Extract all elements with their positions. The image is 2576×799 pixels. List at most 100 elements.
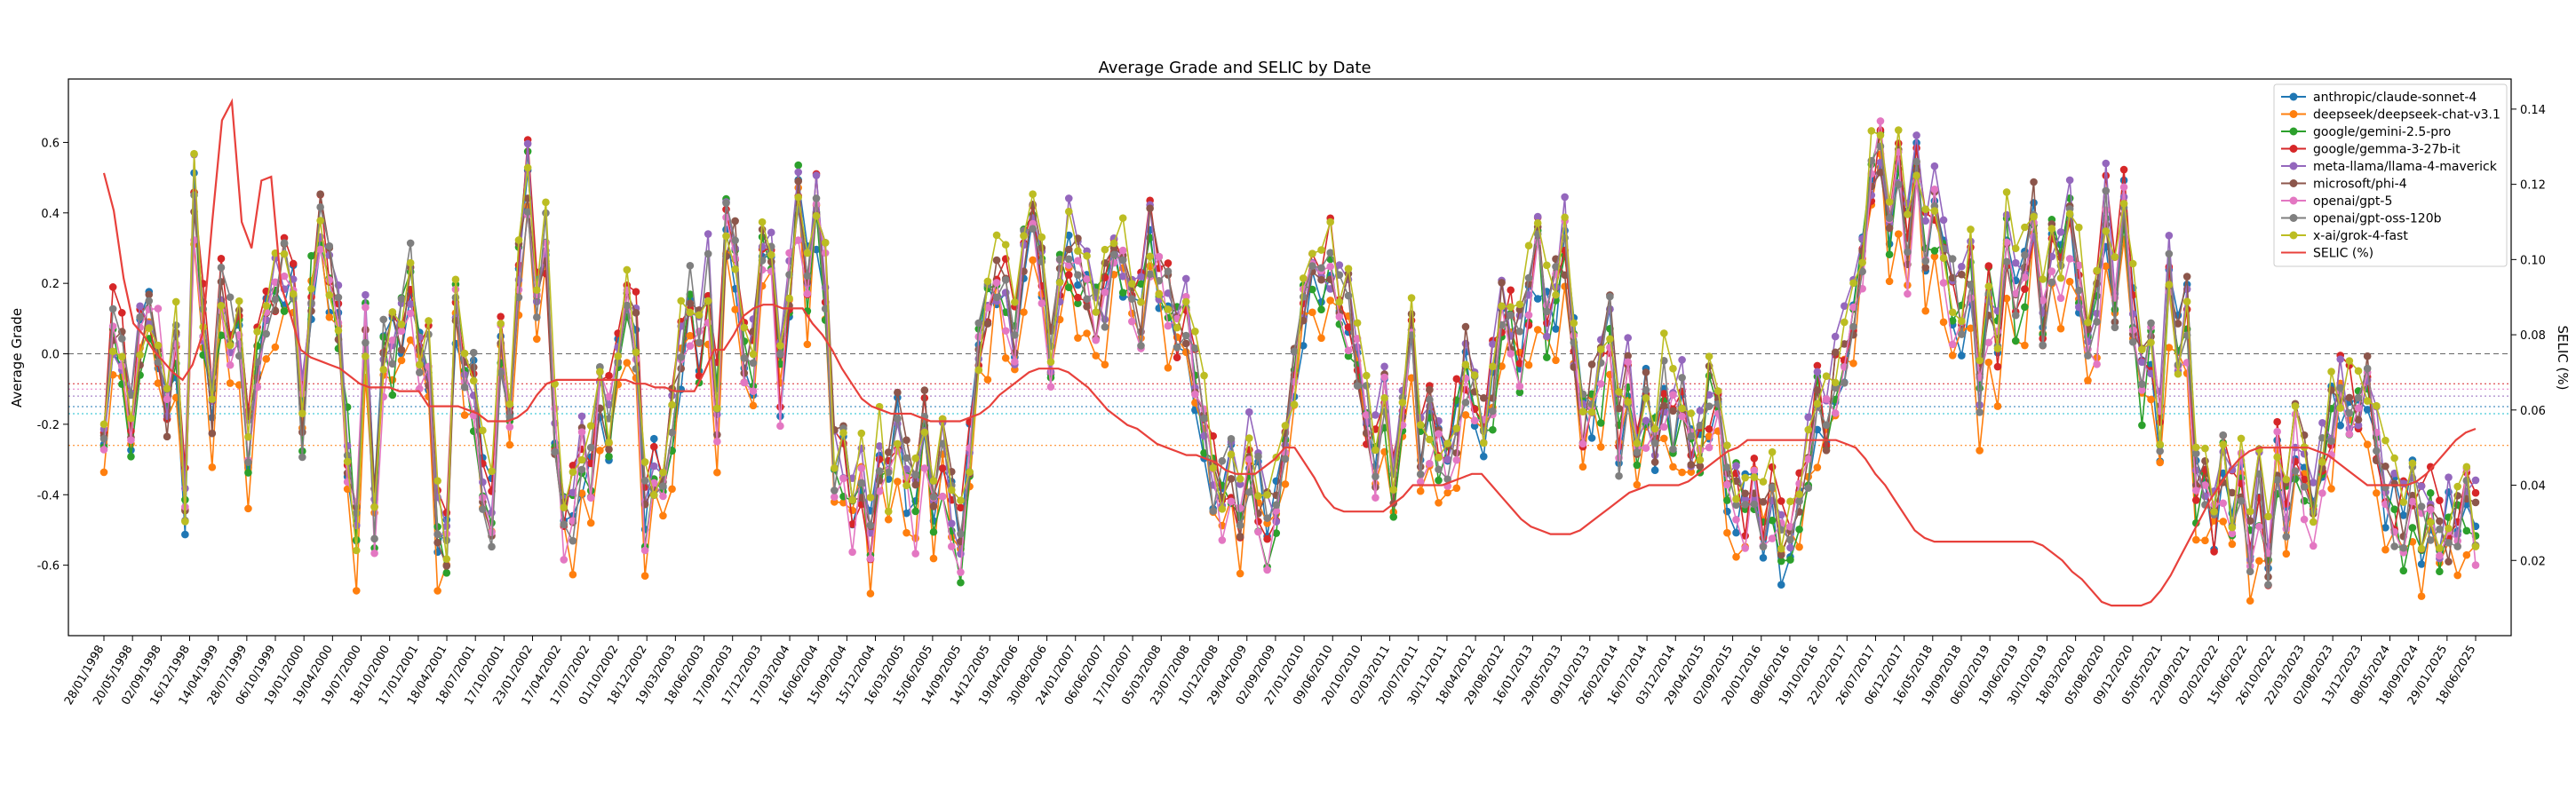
data-point (1083, 302, 1091, 311)
data-point (776, 350, 784, 358)
data-point (208, 463, 217, 471)
data-point (2138, 421, 2146, 430)
data-point (1128, 295, 1136, 304)
data-point (2156, 447, 2164, 455)
data-point (271, 295, 280, 304)
data-point (1489, 340, 1497, 348)
data-point (1552, 356, 1560, 365)
data-point (1227, 497, 1236, 506)
data-point (1344, 291, 1353, 300)
data-point (2138, 386, 2146, 394)
data-point (1380, 394, 1388, 402)
data-point (983, 277, 992, 286)
data-point (1245, 455, 1253, 463)
data-point (2408, 459, 2417, 468)
data-point (379, 333, 388, 341)
data-point (280, 239, 289, 247)
data-point (108, 283, 117, 291)
data-point (605, 392, 613, 401)
data-point (1515, 328, 1524, 336)
data-point (2147, 395, 2155, 404)
data-point (1191, 344, 1199, 352)
data-point (776, 342, 784, 350)
data-point (929, 527, 938, 536)
legend-label: SELIC (%) (2313, 247, 2373, 261)
legend: anthropic/claude-sonnet-4 deepseek/deepse… (2273, 83, 2508, 267)
data-point (2228, 488, 2237, 497)
data-point (1083, 295, 1091, 304)
data-point (2201, 536, 2209, 545)
data-point (2030, 178, 2038, 186)
data-point (2390, 454, 2398, 463)
data-point (649, 491, 658, 499)
data-point (551, 447, 559, 456)
data-point (957, 503, 965, 512)
data-point (1254, 492, 1262, 500)
data-point (334, 327, 343, 335)
data-point (145, 290, 154, 299)
data-point (1930, 186, 1939, 194)
data-point (1353, 382, 1362, 390)
data-point (902, 481, 910, 490)
data-point (2453, 571, 2461, 580)
data-point (677, 364, 686, 373)
data-point (362, 352, 370, 360)
data-point (794, 161, 803, 170)
data-point (731, 265, 739, 273)
data-point (2128, 259, 2137, 268)
data-point (460, 411, 469, 419)
data-point (649, 442, 658, 451)
data-point (2327, 437, 2335, 446)
data-point (460, 349, 469, 358)
data-point (1146, 204, 1154, 212)
data-point (2354, 404, 2363, 412)
data-point (362, 326, 370, 334)
data-point (857, 429, 866, 438)
data-point (1615, 388, 1623, 396)
data-point (253, 373, 261, 382)
data-point (857, 479, 866, 487)
data-point (812, 194, 821, 202)
data-point (1642, 393, 1650, 402)
data-point (442, 562, 451, 570)
data-point (1822, 395, 1831, 403)
data-point (848, 548, 856, 557)
data-point (479, 505, 487, 513)
data-point (1029, 256, 1037, 265)
data-point (1713, 387, 1722, 395)
data-point (2471, 542, 2480, 550)
data-point (884, 475, 893, 483)
data-point (875, 467, 884, 475)
data-point (1660, 390, 1668, 398)
data-point (2363, 406, 2372, 414)
data-point (1272, 501, 1281, 510)
data-point (1921, 217, 1930, 225)
data-point (1976, 356, 1984, 365)
data-point (560, 556, 568, 564)
data-point (2363, 397, 2372, 405)
data-point (1209, 507, 1218, 515)
legend-marker (2289, 162, 2298, 170)
data-point (1344, 352, 1353, 360)
data-point (1768, 516, 1777, 525)
data-point (307, 251, 315, 260)
data-point (1489, 362, 1497, 371)
data-point (1984, 262, 1993, 270)
data-point (181, 518, 189, 526)
data-point (2436, 496, 2444, 504)
data-point (2219, 431, 2228, 439)
data-point (1308, 285, 1316, 294)
data-point (307, 299, 315, 307)
data-point (2309, 518, 2318, 526)
data-point (1227, 475, 1236, 483)
data-point (1046, 358, 1055, 366)
data-point (677, 352, 686, 361)
data-point (2462, 477, 2471, 485)
data-point (1092, 336, 1101, 344)
data-point (640, 546, 649, 555)
data-point (1759, 497, 1768, 506)
data-point (1732, 515, 1740, 524)
data-point (2002, 188, 2011, 196)
data-point (1939, 279, 1948, 287)
data-point (2246, 507, 2254, 516)
